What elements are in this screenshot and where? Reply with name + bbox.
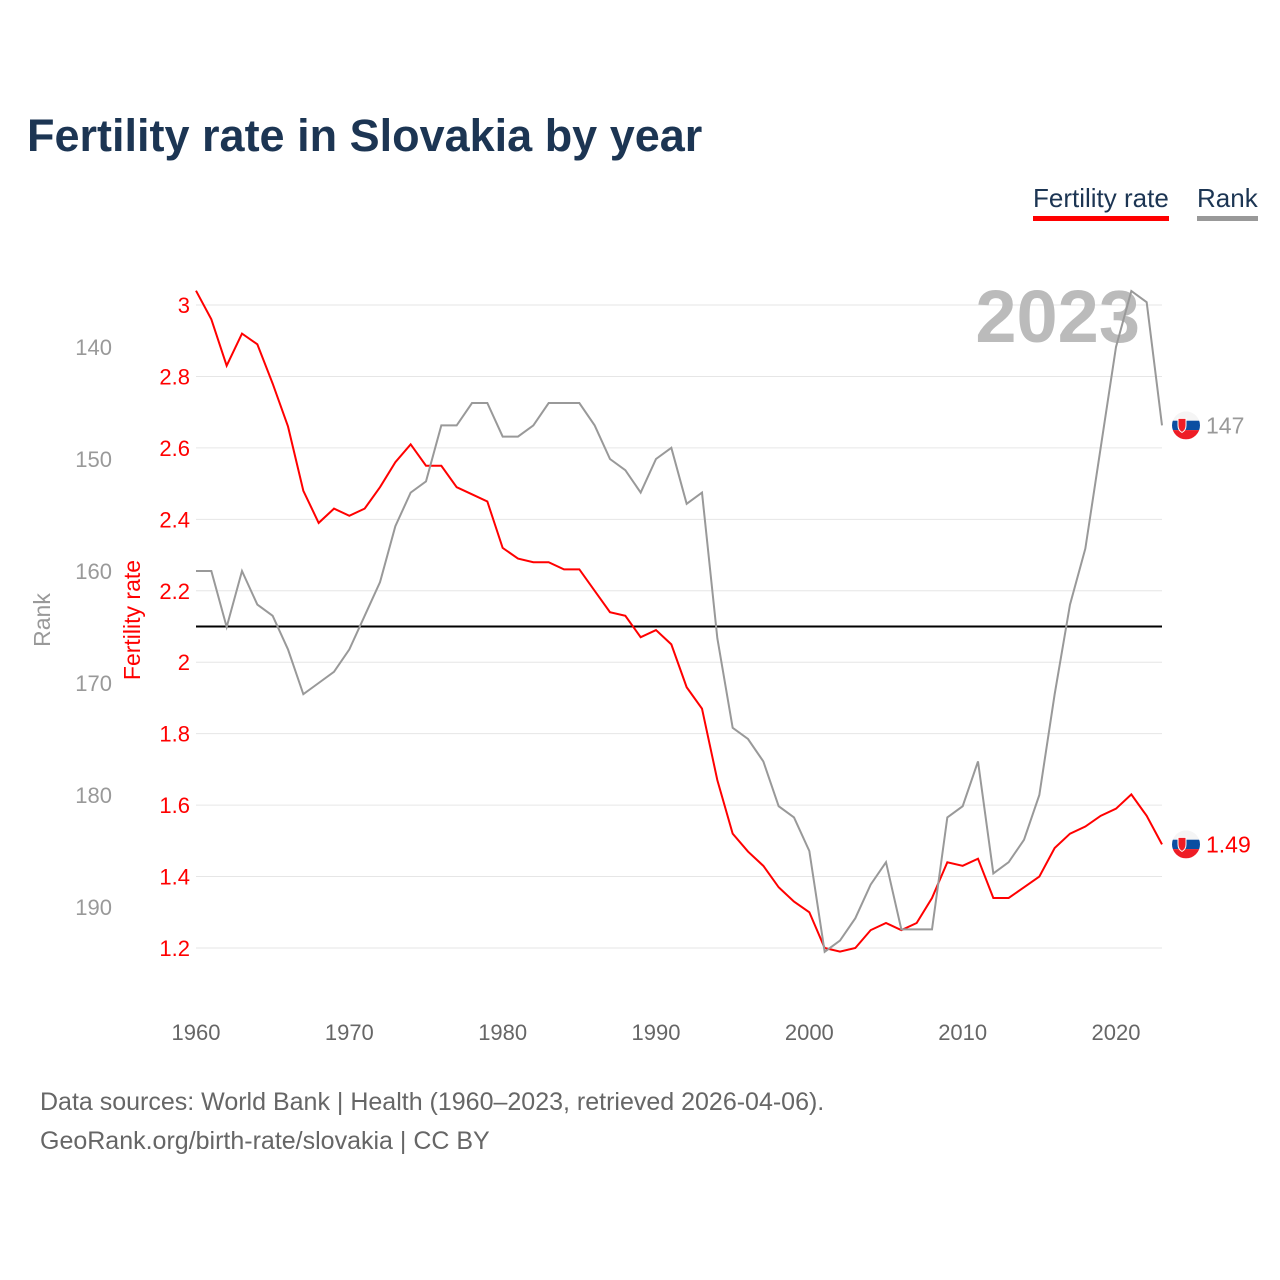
gridlines — [196, 304, 1162, 949]
fertility-rate-line — [195, 290, 1163, 953]
fertility-axis-label: Fertility rate — [119, 560, 145, 680]
fertility-tick-label: 1.8 — [159, 722, 190, 747]
attribution-link[interactable]: GeoRank.org/birth-rate/slovakia | CC BY — [40, 1127, 490, 1155]
x-tick-label: 2000 — [785, 1020, 834, 1045]
rank-tick-label: 190 — [75, 895, 112, 920]
chart-title: Fertility rate in Slovakia by year — [27, 110, 703, 161]
x-tick-label: 2020 — [1092, 1020, 1141, 1045]
fertility-tick-label: 2.6 — [159, 436, 190, 461]
fertility-tick-label: 1.2 — [159, 936, 190, 961]
x-tick-label: 1990 — [632, 1020, 681, 1045]
legend-rank[interactable]: Rank — [1197, 183, 1258, 221]
rank-end-label: 147 — [1206, 412, 1244, 438]
fertility-tick-label: 1.4 — [159, 865, 190, 890]
fertility-tick-label: 1.6 — [159, 793, 190, 818]
x-tick-label: 1980 — [478, 1020, 527, 1045]
rank-tick-label: 180 — [75, 783, 112, 808]
fertility-tick-label: 3 — [178, 293, 190, 318]
fertility-tick-label: 2.4 — [159, 507, 190, 532]
x-tick-label: 2010 — [938, 1020, 987, 1045]
fertility-tick-label: 2 — [178, 650, 190, 675]
x-tick-label: 1970 — [325, 1020, 374, 1045]
slovakia-flag-icon — [1172, 830, 1200, 859]
source-text: Data sources: World Bank | Health (1960–… — [40, 1088, 825, 1116]
slovakia-flag-icon — [1172, 411, 1200, 440]
rank-tick-label: 170 — [75, 671, 112, 696]
x-tick-label: 1960 — [172, 1020, 221, 1045]
rank-line — [196, 289, 1163, 954]
rank-axis-label: Rank — [29, 593, 55, 647]
rank-tick-label: 140 — [75, 335, 112, 360]
fertility-end-label: 1.49 — [1206, 831, 1251, 857]
rank-tick-label: 160 — [75, 559, 112, 584]
fertility-tick-label: 2.2 — [159, 579, 190, 604]
year-watermark: 2023 — [975, 275, 1140, 358]
fertility-tick-label: 2.8 — [159, 364, 190, 389]
legend-fertility-rate[interactable]: Fertility rate — [1033, 183, 1169, 221]
rank-tick-label: 150 — [75, 447, 112, 472]
